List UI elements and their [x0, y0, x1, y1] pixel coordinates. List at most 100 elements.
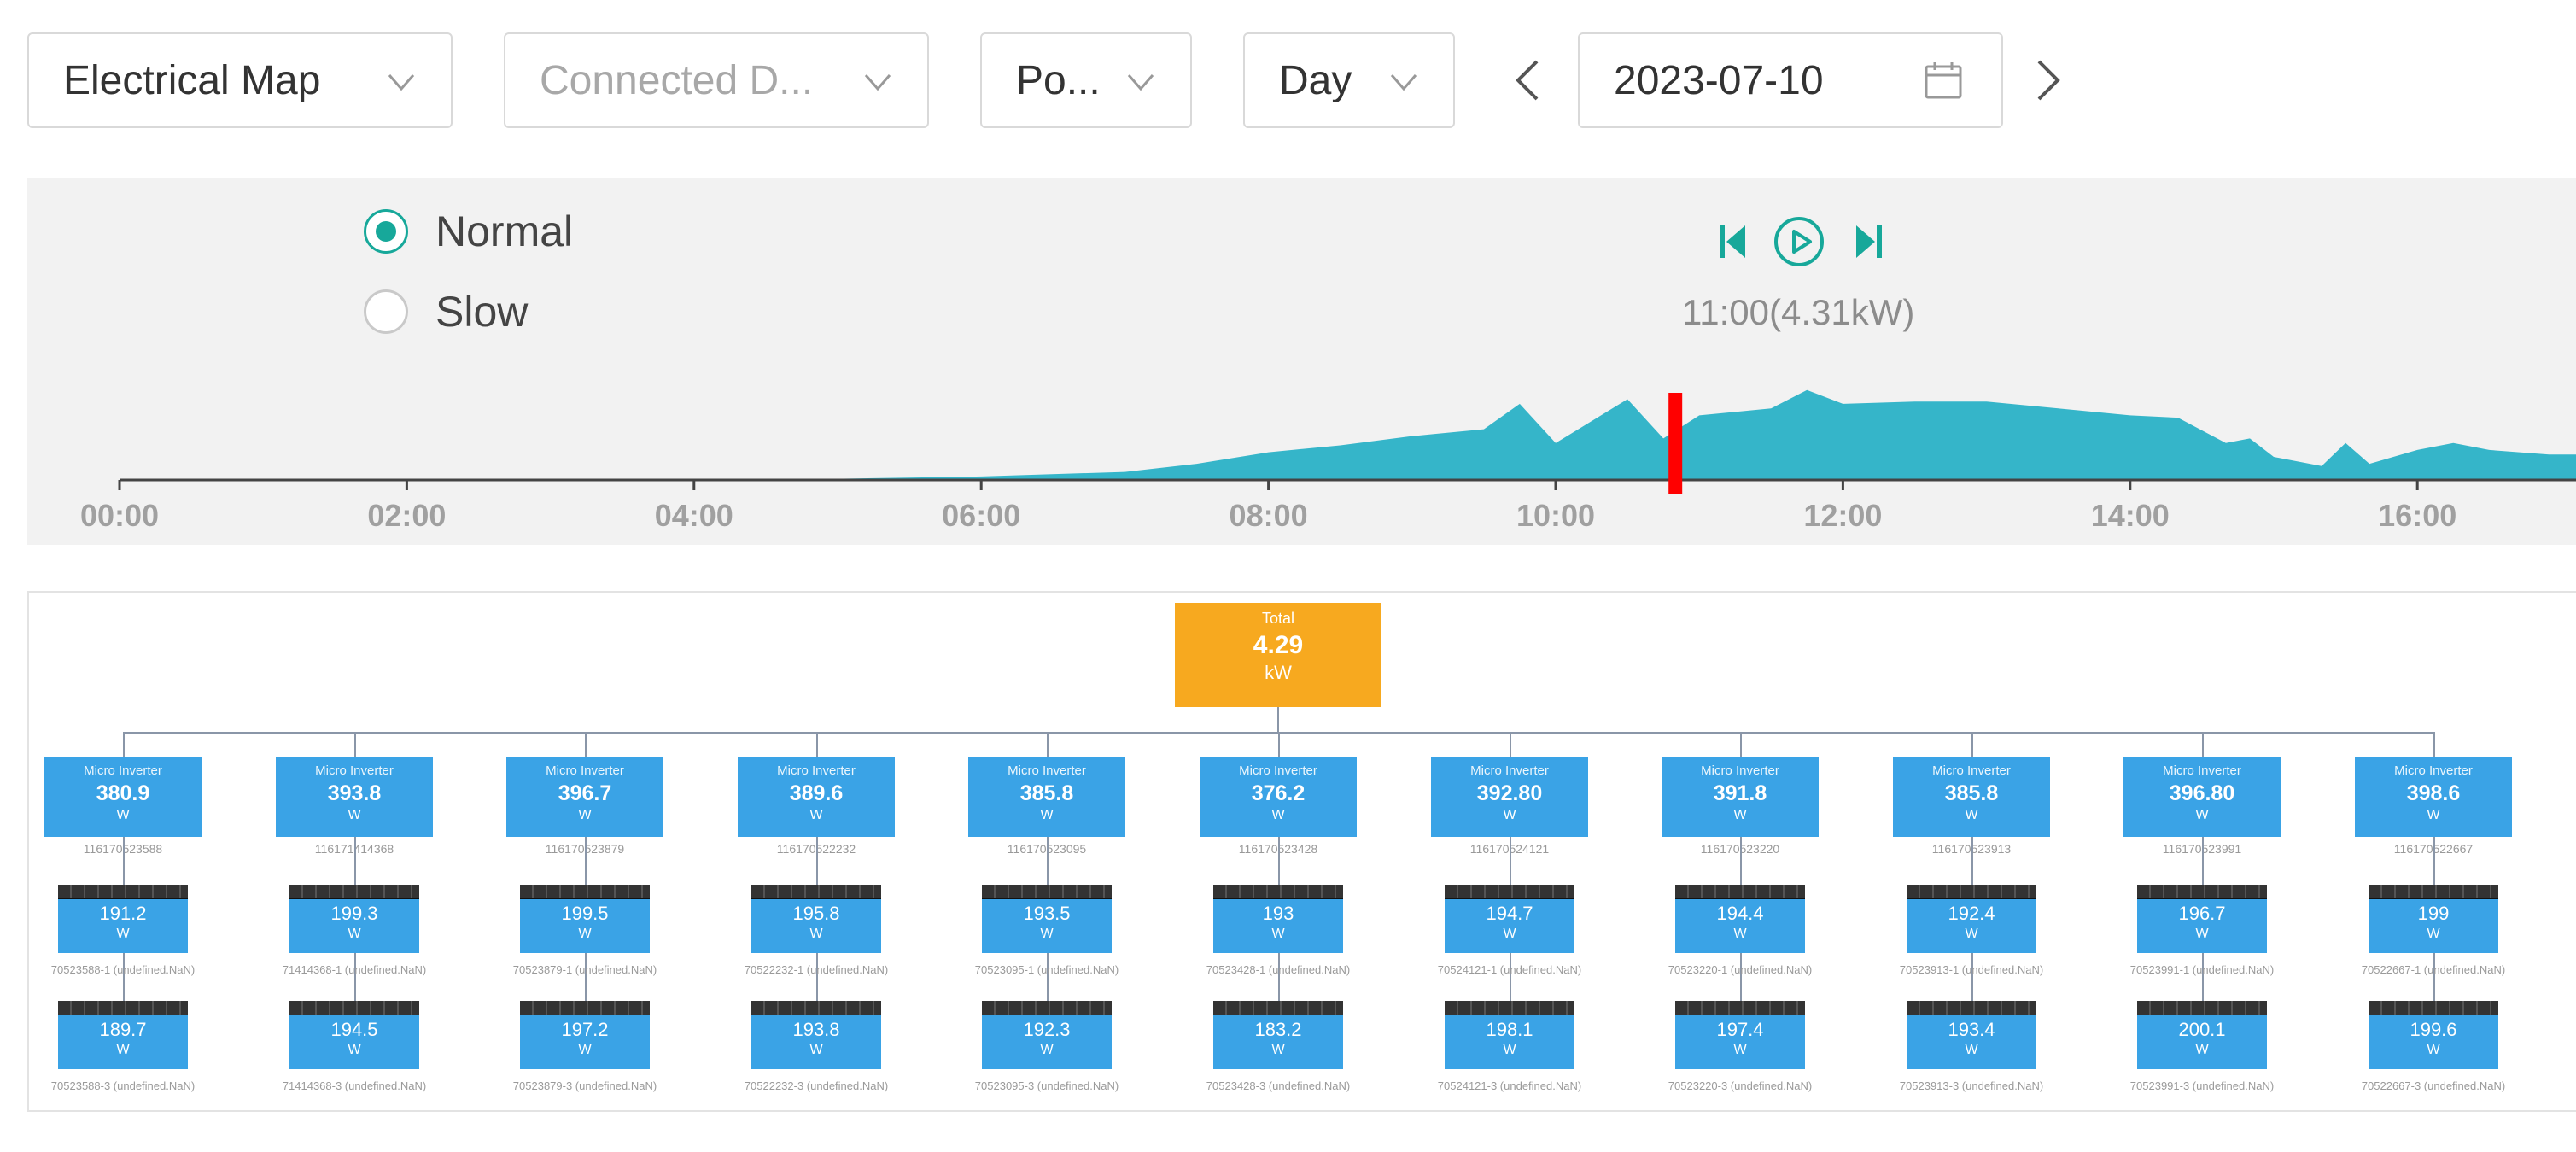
solar-panel-node[interactable]: 195.8 W [751, 885, 881, 953]
inverter-power-value: 392.80 [1476, 781, 1543, 805]
panel-power-value: 193.8 [792, 1019, 840, 1040]
panel-unit: W [2195, 927, 2209, 941]
solar-panel-node[interactable]: 193.5 W [982, 885, 1112, 953]
solar-panel-node[interactable]: 197.4 W [1675, 1001, 1805, 1069]
previous-date-button[interactable] [1504, 55, 1552, 106]
current-time-label: 11:00(4.31kW) [1682, 292, 1915, 332]
next-date-button[interactable] [2024, 55, 2071, 106]
micro-inverter-node[interactable]: Micro Inverter 389.6 W [738, 757, 895, 837]
solar-panel-cells-icon [1445, 885, 1574, 899]
solar-panel-node[interactable]: 183.2 W [1213, 1001, 1343, 1069]
speed-slow-label: Slow [435, 288, 529, 336]
solar-panel-node[interactable]: 193.8 W [751, 1001, 881, 1069]
panel-power-value: 189.7 [99, 1019, 147, 1040]
panel-unit: W [2427, 927, 2440, 941]
inverter-type-label: Micro Inverter [1932, 763, 2011, 778]
solar-panel-node[interactable]: 196.7 W [2137, 885, 2267, 953]
micro-inverter-node[interactable]: Micro Inverter 393.8 W [276, 757, 433, 837]
solar-panel-node[interactable]: 198.1 W [1445, 1001, 1574, 1069]
solar-panel-node[interactable]: 191.2 W [58, 885, 188, 953]
panel-id-label: 70523220-1 (undefined.NaN) [1668, 963, 1813, 976]
inverter-unit: W [1965, 808, 1978, 822]
inverter-power-value: 398.6 [2406, 781, 2461, 805]
micro-inverter-node[interactable]: Micro Inverter 391.8 W [1662, 757, 1819, 837]
solar-panel-node[interactable]: 194.7 W [1445, 885, 1574, 953]
panel-unit: W [116, 1043, 130, 1057]
calendar-icon[interactable] [1923, 60, 1964, 101]
micro-inverter-node[interactable]: Micro Inverter 396.80 W [2123, 757, 2281, 837]
panel-power-value: 193 [1262, 903, 1294, 924]
solar-panel-cells-icon [751, 885, 881, 899]
skip-to-end-icon[interactable] [1851, 220, 1885, 263]
inverter-type-label: Micro Inverter [2394, 763, 2473, 778]
skip-to-start-icon[interactable] [1716, 220, 1750, 263]
x-axis-tick-label: 08:00 [1230, 498, 1308, 533]
radio-unchecked-icon [364, 289, 408, 334]
inverter-power-value: 389.6 [789, 781, 844, 805]
solar-panel-node[interactable]: 193.4 W [1907, 1001, 2036, 1069]
date-picker[interactable]: 2023-07-10 [1578, 32, 2003, 128]
panel-id-label: 70523913-1 (undefined.NaN) [1899, 963, 2044, 976]
solar-panel-cells-icon [58, 885, 188, 899]
solar-panel-node[interactable]: 200.1 W [2137, 1001, 2267, 1069]
total-label: Total [1261, 610, 1295, 627]
chevron-down-icon [1390, 74, 1417, 91]
micro-inverter-node[interactable]: Micro Inverter 396.7 W [506, 757, 663, 837]
solar-panel-node[interactable]: 199.6 W [2369, 1001, 2498, 1069]
solar-panel-node[interactable]: 192.4 W [1907, 885, 2036, 953]
speed-normal-radio[interactable]: Normal [364, 207, 573, 256]
period-select[interactable]: Day [1243, 32, 1455, 128]
micro-inverter-node[interactable]: Micro Inverter 385.8 W [1893, 757, 2050, 837]
speed-slow-radio[interactable]: Slow [364, 287, 528, 336]
playback-panel: Normal Slow 11:00(4.31kW) 00:00 02:00 04:0… [27, 178, 2576, 545]
x-axis-tick-label: 06:00 [942, 498, 1020, 533]
inverter-power-value: 391.8 [1713, 781, 1767, 805]
device-select-placeholder: Connected D... [540, 57, 814, 103]
panel-power-value: 195.8 [792, 903, 840, 924]
panel-unit: W [1503, 1043, 1516, 1057]
solar-panel-node[interactable]: 197.2 W [520, 1001, 650, 1069]
micro-inverter-node[interactable]: Micro Inverter 398.6 W [2355, 757, 2512, 837]
micro-inverter-node[interactable]: Micro Inverter 392.80 W [1431, 757, 1588, 837]
x-axis-tick-label: 00:00 [80, 498, 159, 533]
panel-unit: W [1965, 927, 1978, 941]
solar-panel-node[interactable]: 192.3 W [982, 1001, 1112, 1069]
panel-id-label: 70523588-1 (undefined.NaN) [50, 963, 196, 976]
panel-unit: W [2427, 1043, 2440, 1057]
inverter-type-label: Micro Inverter [1239, 763, 1317, 778]
connector-line [585, 733, 587, 758]
solar-panel-cells-icon [982, 1001, 1112, 1015]
chevron-down-icon [864, 74, 891, 91]
panel-power-value: 192.4 [1948, 903, 1995, 924]
metric-select[interactable]: Po... [980, 32, 1192, 128]
micro-inverter-node[interactable]: Micro Inverter 385.8 W [968, 757, 1125, 837]
total-power-node[interactable]: Total 4.29 kW [1175, 603, 1381, 707]
current-time-marker[interactable] [1668, 393, 1683, 494]
inverter-unit: W [348, 808, 361, 822]
play-icon[interactable] [1773, 215, 1825, 268]
device-select[interactable]: Connected D... [504, 32, 929, 128]
inverter-power-value: 385.8 [1944, 781, 1999, 805]
panel-power-value: 197.2 [561, 1019, 609, 1040]
solar-panel-node[interactable]: 193 W [1213, 885, 1343, 953]
micro-inverter-node[interactable]: Micro Inverter 380.9 W [44, 757, 202, 837]
inverter-type-label: Micro Inverter [315, 763, 394, 778]
solar-panel-node[interactable]: 199.3 W [289, 885, 419, 953]
power-timeline-chart[interactable]: 00:00 02:00 04:00 06:00 08:00 10:00 12:00 14:00… [27, 178, 2576, 545]
solar-panel-cells-icon [2369, 1001, 2498, 1015]
solar-panel-node[interactable]: 189.7 W [58, 1001, 188, 1069]
solar-panel-node[interactable]: 194.5 W [289, 1001, 419, 1069]
total-value: 4.29 [1253, 631, 1304, 659]
solar-panel-node[interactable]: 199.5 W [520, 885, 650, 953]
solar-panel-node[interactable]: 194.4 W [1675, 885, 1805, 953]
panel-unit: W [809, 1043, 823, 1057]
panel-power-value: 194.7 [1486, 903, 1533, 924]
micro-inverter-node[interactable]: Micro Inverter 376.2 W [1200, 757, 1357, 837]
map-type-select[interactable]: Electrical Map [27, 32, 453, 128]
panel-power-value: 197.4 [1716, 1019, 1764, 1040]
chevron-down-icon [1127, 74, 1154, 91]
panel-power-value: 193.4 [1948, 1019, 1995, 1040]
solar-panel-node[interactable]: 199 W [2369, 885, 2498, 953]
total-unit: kW [1265, 662, 1292, 683]
panel-id-label: 70524121-1 (undefined.NaN) [1437, 963, 1582, 976]
